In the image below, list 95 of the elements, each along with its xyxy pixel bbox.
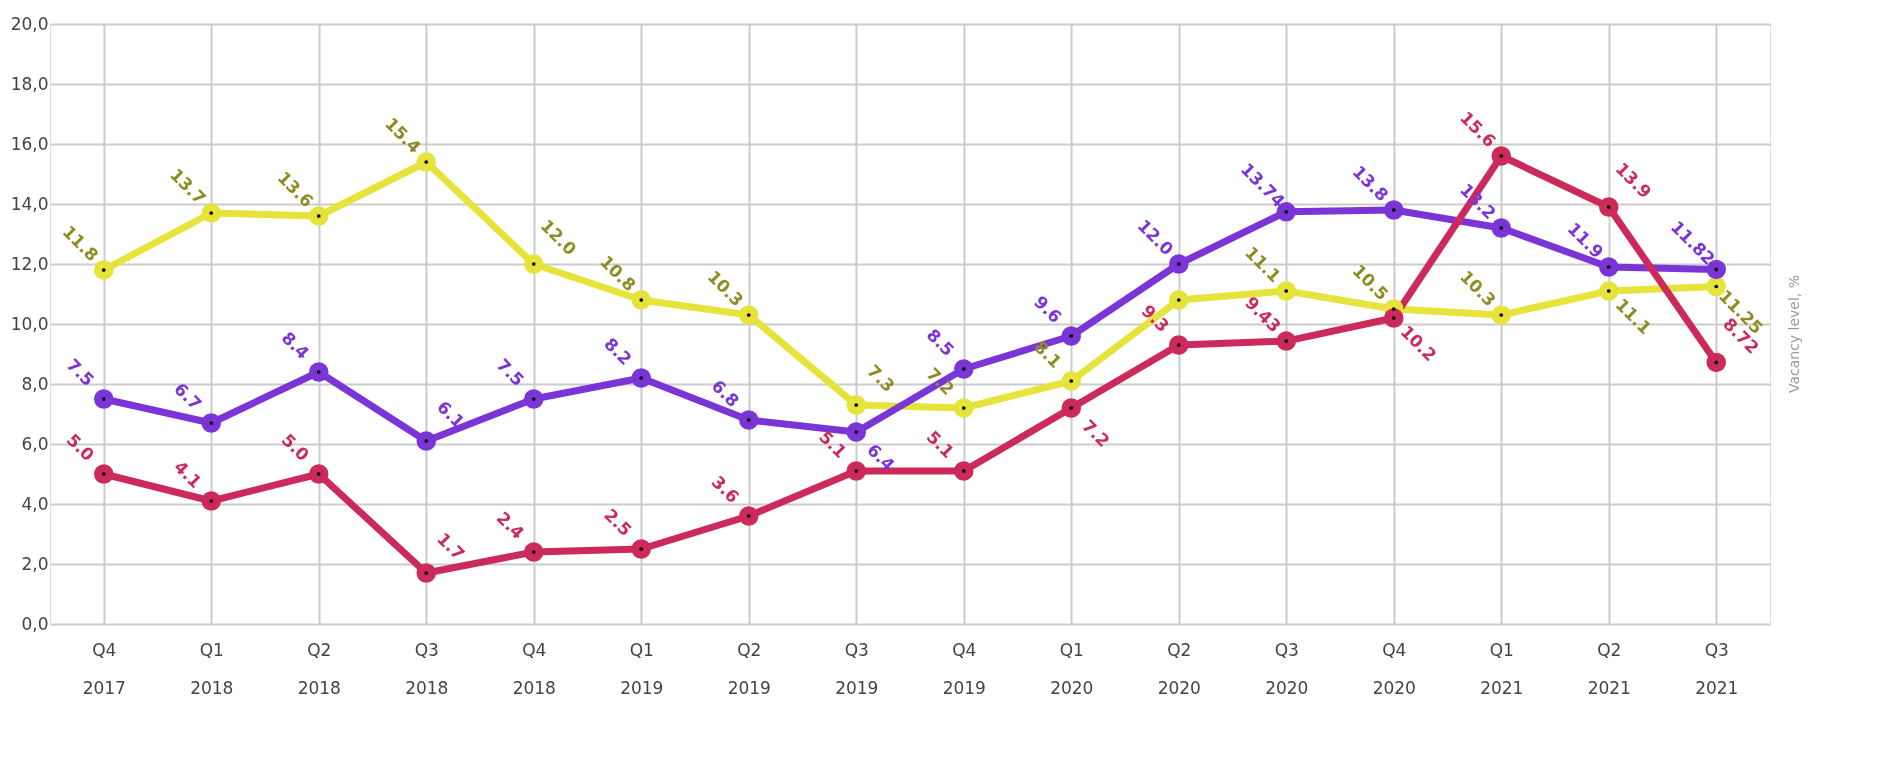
data-label: 5.0 bbox=[277, 429, 314, 466]
x-tick-label: Q4 2020 bbox=[1372, 639, 1416, 698]
point bbox=[1491, 305, 1511, 325]
point bbox=[954, 359, 974, 379]
point bbox=[739, 410, 759, 430]
point bbox=[631, 368, 651, 388]
data-label: 2.5 bbox=[600, 504, 636, 541]
x-tick-label: Q2 2020 bbox=[1157, 639, 1201, 698]
point bbox=[1061, 326, 1081, 346]
point bbox=[94, 464, 114, 484]
data-label: 7.2 bbox=[922, 363, 959, 400]
data-label: 9.3 bbox=[1137, 300, 1174, 337]
x-tick-label: Q4 2018 bbox=[512, 639, 556, 698]
x-tick-label: Q2 2018 bbox=[297, 639, 341, 698]
point bbox=[416, 152, 436, 172]
point bbox=[524, 542, 544, 562]
x-tick-label: Q3 2021 bbox=[1695, 639, 1739, 698]
x-tick-label: Q1 2021 bbox=[1480, 639, 1524, 698]
x-tick-label: Q3 2018 bbox=[405, 639, 449, 698]
data-label: 4.1 bbox=[170, 456, 206, 493]
y-tick-label: 2,0 bbox=[21, 553, 49, 574]
data-label: 5.1 bbox=[922, 426, 959, 463]
data-label: 3.6 bbox=[707, 471, 744, 508]
x-tick-label: Q1 2018 bbox=[190, 639, 234, 698]
point bbox=[1491, 146, 1511, 166]
x-tick-label: Q3 2020 bbox=[1265, 639, 1309, 698]
point bbox=[201, 491, 221, 511]
y-tick-label: 16,0 bbox=[10, 133, 49, 154]
point bbox=[846, 461, 866, 481]
point bbox=[1169, 290, 1189, 310]
y-tick-label: 4,0 bbox=[21, 493, 49, 514]
data-label: 7.2 bbox=[1078, 415, 1114, 452]
point bbox=[739, 506, 759, 526]
data-label: 7.3 bbox=[863, 360, 899, 397]
data-label: 9.6 bbox=[1030, 291, 1066, 328]
point bbox=[416, 563, 436, 583]
point bbox=[94, 260, 114, 280]
data-label: 6.7 bbox=[170, 378, 206, 415]
x-tick-label: Q1 2019 bbox=[620, 639, 664, 698]
point bbox=[1061, 398, 1081, 418]
point bbox=[1384, 200, 1404, 220]
data-label: 1.7 bbox=[433, 528, 469, 565]
point bbox=[739, 305, 759, 325]
data-label: 8.1 bbox=[1030, 336, 1066, 373]
point bbox=[1599, 257, 1619, 277]
y-tick-label: 6,0 bbox=[21, 433, 49, 454]
point bbox=[631, 290, 651, 310]
point bbox=[1599, 281, 1619, 301]
point bbox=[309, 362, 329, 382]
point bbox=[94, 389, 114, 409]
point bbox=[1384, 308, 1404, 328]
point bbox=[201, 203, 221, 223]
data-label: 6.1 bbox=[433, 396, 469, 433]
y-axis-title: Vacancy level, % bbox=[1786, 274, 1802, 394]
point bbox=[309, 206, 329, 226]
y-tick-label: 18,0 bbox=[10, 73, 49, 94]
point bbox=[846, 395, 866, 415]
point bbox=[1599, 197, 1619, 217]
data-label: 6.4 bbox=[863, 439, 899, 476]
point bbox=[1706, 352, 1726, 373]
y-tick-label: 0,0 bbox=[21, 613, 49, 634]
y-tick-label: 12,0 bbox=[10, 253, 49, 274]
point bbox=[954, 398, 974, 418]
point bbox=[954, 461, 974, 481]
point bbox=[1169, 335, 1189, 355]
point bbox=[524, 254, 544, 274]
data-label: 8.4 bbox=[277, 327, 314, 364]
x-tick-label: Q4 2019 bbox=[942, 639, 986, 698]
x-tick-label: Q2 2021 bbox=[1587, 639, 1631, 698]
x-tick-label: Q3 2019 bbox=[835, 639, 879, 698]
data-label: 7.5 bbox=[492, 354, 529, 391]
point bbox=[1169, 254, 1189, 274]
point bbox=[201, 413, 221, 433]
x-tick-label: Q1 2020 bbox=[1050, 639, 1094, 698]
data-label: 8.2 bbox=[600, 333, 636, 370]
data-label: 5.1 bbox=[815, 426, 851, 463]
y-tick-label: 8,0 bbox=[21, 373, 49, 394]
data-label: 7.5 bbox=[62, 354, 99, 391]
y-tick-label: 10,0 bbox=[10, 313, 49, 334]
data-label: 2.4 bbox=[492, 507, 529, 544]
point bbox=[309, 464, 329, 484]
point bbox=[524, 389, 544, 409]
data-label: 6.8 bbox=[707, 375, 744, 412]
y-tick-label: 14,0 bbox=[10, 193, 49, 214]
point bbox=[1491, 218, 1511, 238]
data-label: 8.5 bbox=[922, 324, 959, 361]
data-label: 5.0 bbox=[62, 429, 99, 466]
y-tick-label: 20,0 bbox=[10, 13, 49, 34]
x-tick-label: Q4 2017 bbox=[82, 639, 126, 698]
point bbox=[1276, 331, 1296, 351]
point bbox=[416, 431, 436, 451]
point bbox=[1061, 371, 1081, 391]
point bbox=[631, 539, 651, 559]
point bbox=[846, 422, 866, 442]
x-tick-label: Q2 2019 bbox=[727, 639, 771, 698]
